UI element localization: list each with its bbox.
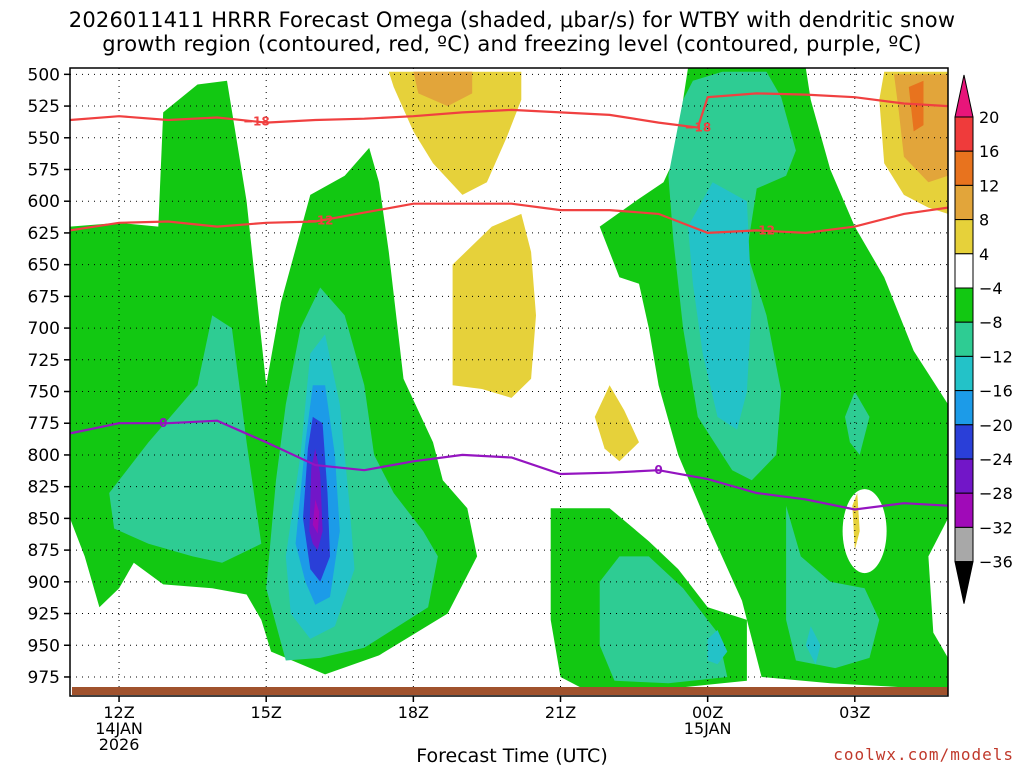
y-tick-label-625: 625 bbox=[28, 224, 60, 244]
ascent-shade-12-region bbox=[805, 626, 821, 665]
chart-title-line-2: growth region (contoured, red, ºC) and f… bbox=[102, 32, 922, 56]
ascent-shade-24-region bbox=[309, 448, 323, 551]
colorbar-swatch-5 bbox=[954, 253, 974, 289]
ascent-shade-8-region bbox=[845, 391, 870, 455]
x-tick-label-27: 03Z bbox=[839, 703, 870, 722]
contour-label-1-1: −12 bbox=[748, 224, 775, 238]
chart-title-line-1: 2026011411 HRRR Forecast Omega (shaded, … bbox=[68, 8, 956, 32]
colorbar-label-4: 4 bbox=[979, 245, 989, 264]
colorbar-label-0: 20 bbox=[979, 108, 999, 127]
x-tick-date-24: 15JAN bbox=[684, 719, 732, 738]
contour-line-2 bbox=[70, 419, 948, 511]
grid-lines bbox=[70, 68, 948, 696]
pressure-axis: 500 525 550 575 600 625 650 675 700 725 750 775 800 8… bbox=[28, 65, 70, 688]
omega-shading bbox=[70, 68, 948, 690]
contour-label-2-1: 0 bbox=[654, 463, 662, 477]
contour-line-0 bbox=[70, 92, 948, 129]
ascent-shade-12-region bbox=[707, 630, 728, 665]
terrain-bar bbox=[72, 687, 948, 695]
ascent-shade-12-region bbox=[688, 182, 752, 430]
y-tick-label-750: 750 bbox=[28, 383, 60, 403]
colorbar-swatch-3 bbox=[954, 184, 974, 221]
colorbar-label-1: 16 bbox=[979, 142, 999, 161]
colorbar-label-2: 12 bbox=[979, 176, 999, 195]
colorbar-label-7: −12 bbox=[979, 347, 1013, 366]
temperature-contours: −18 −18 −12 −12 0 0 bbox=[70, 92, 948, 511]
contour-line-1 bbox=[70, 202, 948, 235]
y-tick-label-975: 975 bbox=[28, 668, 60, 688]
y-tick-label-925: 925 bbox=[28, 605, 60, 625]
y-tick-label-775: 775 bbox=[28, 414, 60, 434]
y-tick-label-600: 600 bbox=[28, 192, 60, 212]
colorbar-label-6: −8 bbox=[979, 313, 1003, 332]
colorbar-swatch-11 bbox=[954, 458, 974, 494]
colorbar-swatch-6 bbox=[954, 287, 974, 323]
y-tick-label-825: 825 bbox=[28, 478, 60, 498]
x-tick-label-24: 00Z bbox=[692, 703, 723, 722]
colorbar-label-12: −32 bbox=[979, 518, 1013, 537]
y-tick-label-525: 525 bbox=[28, 97, 60, 117]
contour-label-0-0: −18 bbox=[243, 115, 270, 129]
ascent-shade-8-region bbox=[109, 315, 262, 563]
colorbar-label-10: −24 bbox=[979, 450, 1013, 469]
contour-label-0-1: −18 bbox=[684, 121, 711, 135]
omega-colorbar: 20 16 12 8 4 −4 −8 −12 −16 −20 −24 −28 −32 −36 bbox=[954, 74, 1013, 604]
x-axis-title: Forecast Time (UTC) bbox=[416, 745, 608, 767]
colorbar-swatch-7 bbox=[954, 321, 974, 357]
ascent-shade-8-region bbox=[786, 505, 880, 669]
neutral-pocket-region bbox=[842, 489, 887, 574]
y-tick-label-900: 900 bbox=[28, 573, 60, 593]
y-tick-label-675: 675 bbox=[28, 287, 60, 307]
y-tick-label-950: 950 bbox=[28, 636, 60, 656]
x-tick-label-18: 18Z bbox=[398, 703, 429, 722]
y-tick-label-575: 575 bbox=[28, 160, 60, 180]
colorbar-swatch-4 bbox=[954, 219, 974, 255]
y-tick-label-500: 500 bbox=[28, 65, 60, 85]
ascent-shade-8-region bbox=[599, 556, 728, 684]
x-tick-date-12: 14JAN bbox=[95, 719, 143, 738]
y-tick-label-700: 700 bbox=[28, 319, 60, 339]
plot-frame bbox=[69, 67, 949, 697]
colorbar-swatch-1 bbox=[954, 116, 974, 152]
descent-shade-8-region bbox=[894, 74, 948, 183]
y-tick-label-875: 875 bbox=[28, 541, 60, 561]
contour-label-2-0: 0 bbox=[159, 416, 167, 430]
terrain-ground-strip bbox=[72, 687, 948, 695]
descent-shade-4-region bbox=[388, 71, 522, 195]
x-tick-label-21: 21Z bbox=[545, 703, 576, 722]
colorbar-label-8: −16 bbox=[979, 382, 1013, 401]
colorbar-swatch-bottom bbox=[954, 561, 974, 604]
colorbar-swatch-top bbox=[954, 74, 974, 118]
colorbar-label-11: −28 bbox=[979, 484, 1013, 503]
y-tick-label-850: 850 bbox=[28, 509, 60, 529]
y-tick-label-800: 800 bbox=[28, 446, 60, 466]
colorbar-swatch-13 bbox=[954, 526, 974, 563]
x-tick-label-12: 12Z bbox=[103, 703, 134, 722]
ascent-shade-28-region bbox=[312, 499, 320, 534]
x-tick-label-15: 15Z bbox=[251, 703, 282, 722]
descent-shade-4-region bbox=[852, 493, 860, 551]
y-tick-label-550: 550 bbox=[28, 129, 60, 149]
colorbar-swatch-2 bbox=[954, 150, 974, 186]
colorbar-swatch-8 bbox=[954, 355, 974, 392]
colorbar-label-3: 8 bbox=[979, 211, 989, 230]
colorbar-swatch-9 bbox=[954, 390, 974, 426]
colorbar-swatch-12 bbox=[954, 492, 974, 528]
descent-shade-8-region bbox=[413, 71, 473, 107]
descent-shade-4-region bbox=[452, 213, 536, 398]
colorbar-swatch-10 bbox=[954, 424, 974, 460]
site-credit[interactable]: coolwx.com/models bbox=[833, 745, 1014, 764]
colorbar-label-9: −20 bbox=[979, 416, 1013, 435]
x-tick-year-12: 2026 bbox=[99, 735, 140, 754]
contour-label-1-0: −12 bbox=[307, 214, 334, 228]
y-tick-label-650: 650 bbox=[28, 256, 60, 276]
y-tick-label-725: 725 bbox=[28, 351, 60, 371]
colorbar-label-5: −4 bbox=[979, 279, 1003, 298]
colorbar-label-13: −36 bbox=[979, 553, 1013, 572]
